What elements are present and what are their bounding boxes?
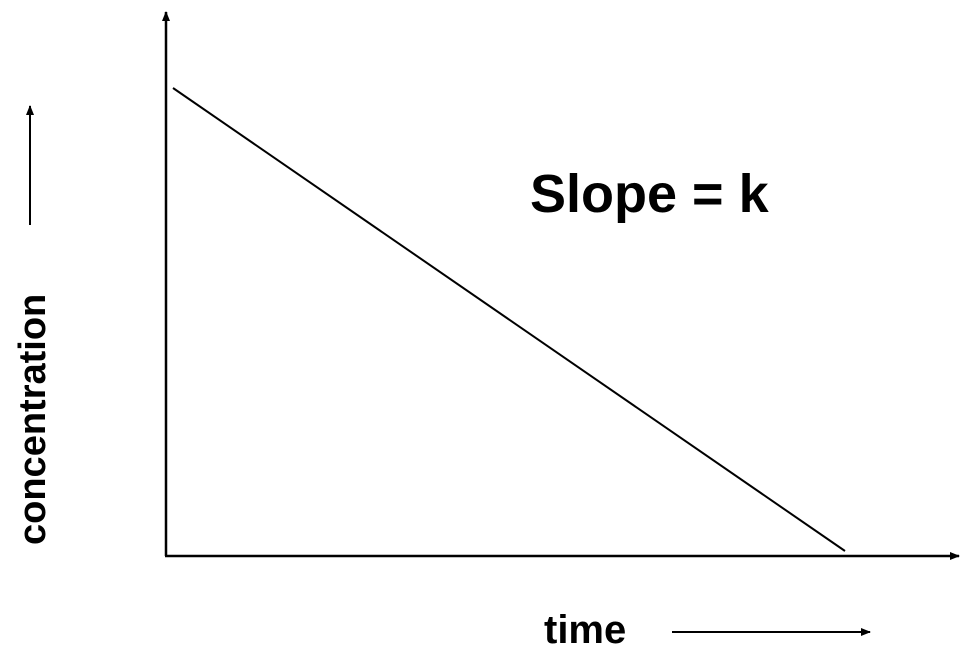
x-axis-label: time — [544, 608, 626, 645]
trend-line — [172, 87, 846, 552]
y-axis-label: concentration — [12, 294, 54, 545]
slope-annotation: Slope = k — [530, 164, 770, 224]
